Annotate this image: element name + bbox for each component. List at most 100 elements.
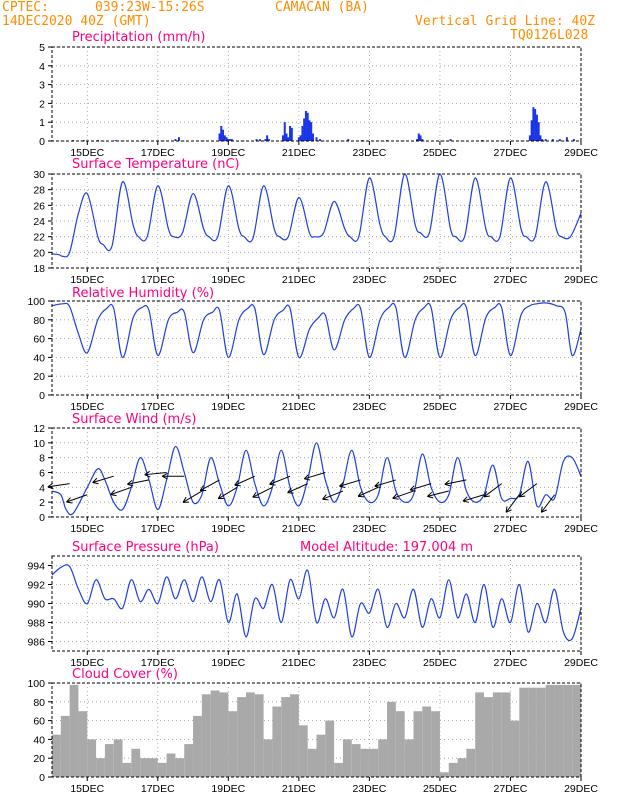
- precipitation-bar: [267, 139, 270, 141]
- cloud-cover-date-label: 17DEC: [141, 783, 175, 795]
- wind-vector-arrow: [287, 483, 308, 494]
- precipitation-bar: [114, 140, 117, 141]
- cloud-cover-bar: [281, 697, 291, 777]
- panel-relative-humidity: 0 20 40 60 80 100 15DEC 17DEC 19DEC 21DEC 23DEC 25D…: [27, 296, 598, 413]
- panel-surface-temperature: 18 20 22 24 26 28 30 15DEC 17DEC 19DEC 21DEC 23DEC 2…: [33, 169, 598, 286]
- pressure-frame: [51, 555, 582, 652]
- wind-vector-arrow: [144, 470, 167, 478]
- wind-vector-arrow: [357, 486, 379, 498]
- cloud-cover-bar: [536, 687, 546, 777]
- cloud-cover-bar: [166, 753, 176, 777]
- wind-date-label: 15DEC: [70, 523, 104, 535]
- precipitation-bar: [218, 133, 221, 141]
- humidity-ytick-label: 60: [33, 334, 45, 346]
- subtitle-model-altitude: Model Altitude: 197.004 m: [300, 540, 473, 555]
- panel-surface-pressure: 986 988 990 992 994 15DEC 17DEC 19DEC 21DEC 23DEC…: [27, 555, 598, 669]
- precipitation-bar: [308, 120, 311, 141]
- humidity-date-label: 15DEC: [70, 401, 104, 413]
- cloud-cover-bar: [263, 739, 273, 777]
- cloud-cover-ytick-label: 100: [27, 678, 45, 690]
- temperature-frame: [51, 173, 582, 269]
- pressure-date-label: 23DEC: [352, 657, 386, 669]
- cloud-cover-bar: [298, 725, 308, 777]
- precipitation-ytick-label: 2: [39, 98, 45, 110]
- precipitation-bar: [281, 135, 284, 141]
- cloud-cover-ytick-label: 20: [33, 753, 45, 765]
- wind-vector-arrow: [540, 494, 555, 513]
- precipitation-bar: [285, 133, 288, 141]
- cloud-cover-bar: [545, 684, 555, 777]
- precipitation-ytick-label: 5: [39, 42, 45, 54]
- wind-vector-arrow: [339, 479, 361, 488]
- wind-date-label: 17DEC: [141, 523, 175, 535]
- temperature-date-label: 15DEC: [70, 274, 104, 286]
- cloud-cover-bar: [316, 734, 326, 777]
- precipitation-bar: [287, 137, 290, 141]
- precipitation-bar: [303, 118, 306, 141]
- humidity-ytick-label: 40: [33, 352, 45, 364]
- temperature-ytick-label: 18: [33, 263, 45, 275]
- precipitation-date-label: 25DEC: [423, 147, 457, 159]
- wind-vector-arrow: [462, 494, 485, 503]
- precipitation-bar: [347, 139, 350, 141]
- precipitation-date-label: 29DEC: [564, 147, 598, 159]
- pressure-date-label: 25DEC: [423, 657, 457, 669]
- precipitation-ytick-label: 1: [39, 117, 45, 129]
- wind-date-label: 25DEC: [423, 523, 457, 535]
- cloud-cover-bar: [184, 744, 194, 777]
- precipitation-date-label: 15DEC: [70, 147, 104, 159]
- wind-ytick-label: 12: [33, 423, 45, 435]
- cloud-cover-date-label: 23DEC: [352, 783, 386, 795]
- cloud-cover-bar: [448, 762, 458, 777]
- wind-vector-arrow: [182, 490, 203, 503]
- wind-vector-arrow: [505, 494, 520, 513]
- cloud-cover-date-label: 27DEC: [494, 783, 528, 795]
- humidity-ytick-label: 20: [33, 371, 45, 383]
- temperature-date-label: 21DEC: [282, 274, 316, 286]
- cloud-cover-bar: [466, 748, 476, 777]
- precipitation-bar: [558, 139, 561, 141]
- humidity-date-label: 17DEC: [141, 401, 175, 413]
- temperature-date-label: 29DEC: [564, 274, 598, 286]
- precipitation-bar: [289, 125, 292, 141]
- precipitation-bar: [537, 122, 540, 141]
- wind-vector-arrow: [127, 479, 150, 487]
- precipitation-bar: [255, 139, 258, 141]
- precipitation-bar: [220, 125, 223, 141]
- wind-date-label: 29DEC: [564, 523, 598, 535]
- wind-vector-arrow: [162, 472, 185, 480]
- panel-cloud-cover: 0 20 40 60 80 100 15DEC 17DEC 19DEC 21DEC 23DEC 25D…: [27, 678, 598, 795]
- cloud-cover-bar: [290, 694, 299, 777]
- wind-ytick-label: 0: [39, 512, 45, 524]
- header-coords: 039:23W-15:26S: [95, 0, 205, 15]
- cloud-cover-bar: [334, 762, 343, 777]
- cloud-cover-bar: [325, 720, 335, 777]
- title-precipitation: Precipitation (mm/h): [72, 30, 205, 45]
- cloud-cover-date-label: 15DEC: [70, 783, 104, 795]
- precipitation-bar: [534, 109, 537, 141]
- precipitation-bar: [304, 110, 307, 141]
- precipitation-bar: [174, 139, 177, 141]
- pressure-ytick-label: 994: [27, 561, 45, 573]
- wind-vector-arrow: [269, 475, 291, 486]
- wind-ytick-label: 10: [33, 438, 45, 450]
- wind-vector-arrow: [199, 479, 220, 492]
- temperature-date-label: 25DEC: [423, 274, 457, 286]
- cloud-cover-bar: [475, 692, 485, 777]
- temperature-ytick-label: 24: [33, 216, 45, 228]
- cloud-cover-ytick-label: 80: [33, 697, 45, 709]
- cloud-cover-bar: [431, 711, 440, 777]
- cloud-cover-bar: [175, 758, 185, 777]
- wind-vector-arrow: [110, 486, 132, 497]
- cloud-cover-bar: [439, 772, 449, 777]
- wind-line: [51, 442, 582, 516]
- precipitation-bar: [223, 135, 226, 141]
- precipitation-bar: [297, 137, 300, 141]
- wind-frame: [51, 427, 582, 518]
- cloud-cover-bar: [131, 748, 141, 777]
- precipitation-bar: [565, 137, 568, 141]
- wind-ytick-label: 4: [39, 482, 45, 494]
- precipitation-bar: [306, 112, 309, 141]
- humidity-date-label: 29DEC: [564, 401, 598, 413]
- wind-vector-arrow: [234, 475, 255, 487]
